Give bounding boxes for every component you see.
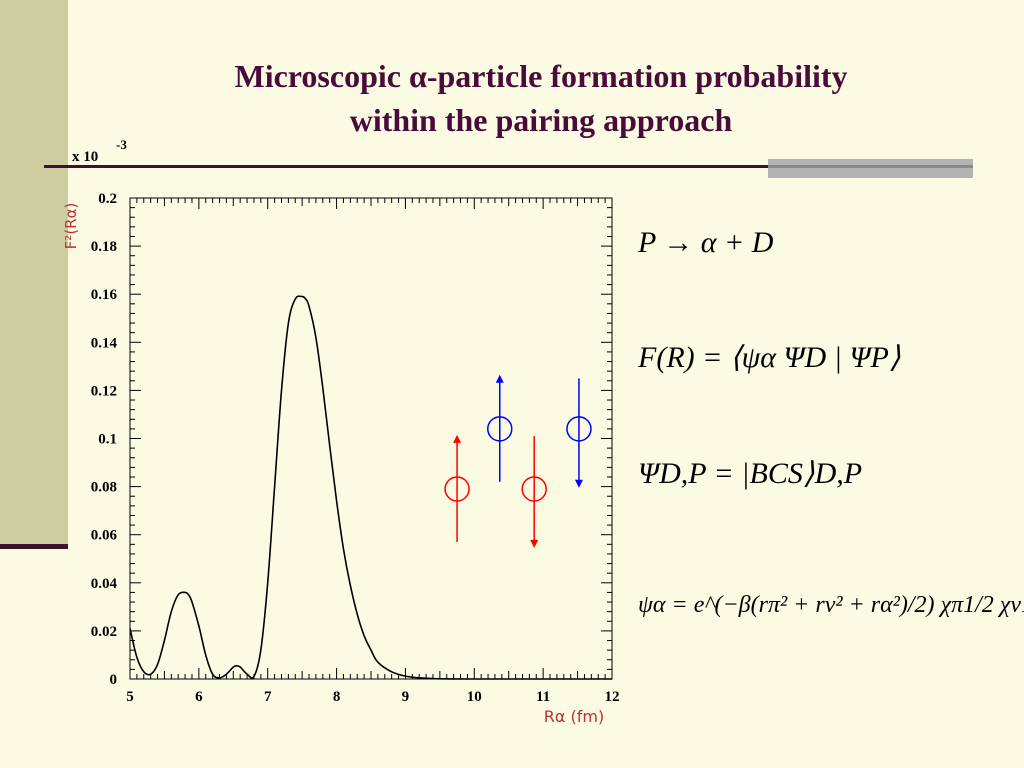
- x-tick-label: 11: [536, 689, 550, 705]
- equation-bcs-state: ΨD,P = |BCS⟩D,P: [638, 456, 862, 491]
- y-tick-label: 0.16: [91, 287, 118, 303]
- y-tick-label: 0.1: [98, 432, 117, 448]
- y-tick-label: 0.02: [91, 624, 117, 640]
- equation-bcs-state-text: ΨD,P = |BCS⟩D,P: [638, 457, 863, 490]
- series-line: [129, 295, 612, 680]
- left-accent-rule: [0, 544, 68, 549]
- y-tick-label: 0.18: [91, 239, 117, 255]
- x-tick-label: 5: [126, 689, 134, 705]
- left-accent-bar: [0, 0, 68, 548]
- spin-marker: [444, 434, 470, 542]
- equation-alpha-wavefunction-text: ψα = e^(−β(rπ² + rν² + rα²)/2) χπ1/2 χν1…: [638, 592, 1024, 618]
- y-tick-label: 0: [110, 672, 118, 688]
- x-axis-title: Rα (fm): [544, 707, 604, 726]
- y-axis-title: F²(Rα): [62, 203, 80, 250]
- x-tick-label: 12: [605, 689, 620, 705]
- slide-title: Microscopic α-particle formation probabi…: [68, 54, 1014, 142]
- marker-arrow-head: [574, 479, 583, 488]
- equation-formation-amplitude: F(R) = ⟨ψα ΨD | ΨP⟩: [638, 340, 901, 375]
- y-tick-label: 0.04: [91, 576, 118, 592]
- x-tick-label: 6: [195, 689, 203, 705]
- marker-arrow-head: [530, 539, 539, 548]
- marker-arrow-head: [495, 374, 504, 383]
- y-tick-label: 0.08: [91, 480, 117, 496]
- y-tick-label: 0.12: [91, 383, 117, 399]
- y-tick-label: 0.2: [98, 191, 117, 207]
- spin-marker: [487, 374, 513, 482]
- slide-title-line-1: Microscopic α-particle formation probabi…: [234, 58, 848, 94]
- equation-decay: P → α + D: [638, 226, 773, 260]
- title-divider-grey-line: [768, 165, 973, 168]
- y-multiplier-label: x 10: [72, 149, 98, 165]
- x-tick-label: 9: [402, 689, 410, 705]
- spin-marker: [521, 436, 547, 548]
- x-tick-label: 8: [333, 689, 341, 705]
- marker-arrow-head: [453, 434, 462, 443]
- equation-formation-amplitude-text: F(R) = ⟨ψα ΨD | ΨP⟩: [638, 341, 901, 374]
- spin-marker: [566, 378, 592, 488]
- y-tick-label: 0.14: [91, 335, 118, 351]
- title-divider-line: [44, 165, 770, 168]
- title-divider-grey-band: [768, 159, 973, 178]
- equation-alpha-wavefunction: ψα = e^(−β(rπ² + rν² + rα²)/2) χπ1/2 χν1…: [638, 592, 1024, 619]
- slide-title-line-2: within the pairing approach: [349, 102, 733, 138]
- equation-decay-text: P → α + D: [638, 226, 774, 259]
- x-tick-label: 10: [467, 689, 482, 705]
- y-tick-label: 0.06: [91, 528, 118, 544]
- y-multiplier-exponent: -3: [116, 137, 127, 152]
- x-tick-label: 7: [264, 689, 272, 705]
- plot-frame: [129, 197, 613, 680]
